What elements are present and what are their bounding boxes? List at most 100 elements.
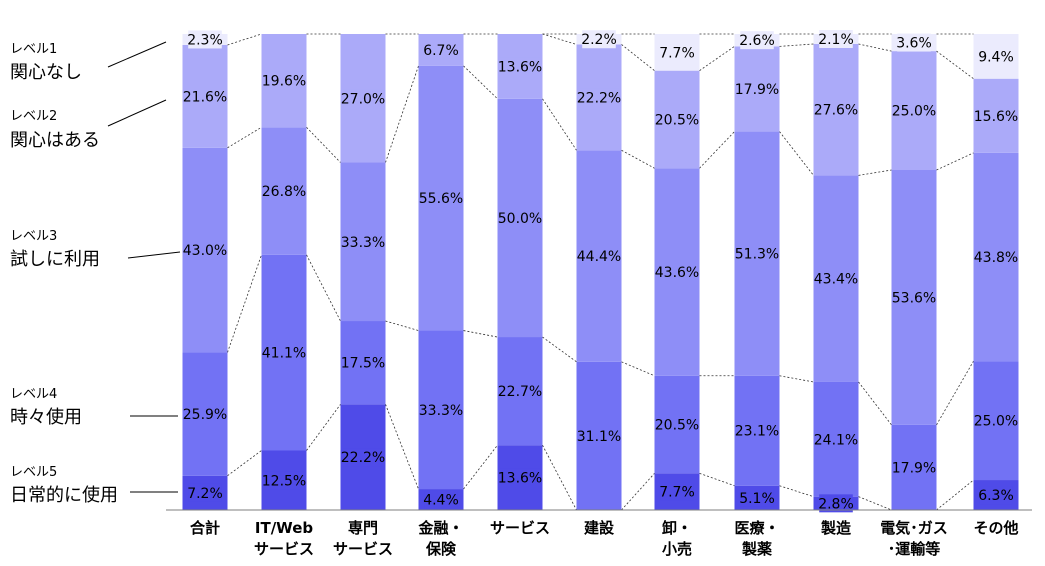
value-label-bg [499, 382, 541, 401]
connector-line [699, 131, 735, 169]
connector-lines [227, 33, 974, 511]
legend-level-number: レベル1 [10, 42, 57, 57]
connector-line [858, 381, 892, 426]
value-label: 17.9% [892, 460, 936, 476]
value-label-bg [342, 448, 384, 467]
connector-line [306, 254, 341, 322]
value-label: 33.3% [419, 403, 463, 419]
value-label-bg [188, 30, 222, 49]
value-label: 2.2% [581, 32, 617, 48]
category-label: サービス [254, 540, 314, 558]
value-label-bg [424, 490, 458, 509]
value-label-bg [578, 88, 620, 107]
value-label: 13.6% [498, 471, 542, 487]
value-label-bg [263, 471, 305, 490]
connector-line [936, 360, 974, 426]
value-label: 41.1% [262, 346, 306, 362]
value-label: 19.6% [262, 74, 306, 90]
connector-line [858, 43, 892, 52]
value-label-bg [499, 57, 541, 76]
category-label: その他 [973, 519, 1018, 537]
value-label: 33.3% [341, 235, 385, 251]
value-label-bg [736, 421, 778, 440]
connector-line [699, 46, 735, 71]
value-label: 44.4% [577, 249, 621, 265]
value-label: 2.1% [818, 32, 854, 48]
value-label: 51.3% [735, 247, 779, 263]
value-label: 22.2% [577, 90, 621, 106]
category-label: 医療・ [734, 519, 779, 537]
value-label-bg [897, 33, 931, 52]
value-label: 7.7% [659, 485, 695, 501]
connector-line [542, 445, 577, 511]
value-label-bg [740, 31, 774, 50]
connector-line [936, 50, 974, 80]
value-label-bg [819, 494, 853, 513]
legend-level-number: レベル5 [10, 465, 57, 480]
connector-line [858, 169, 892, 176]
value-label-bg [815, 430, 857, 449]
value-label: 5.1% [739, 491, 775, 507]
category-label: 金融・ [417, 519, 463, 537]
value-label-bg [578, 247, 620, 266]
connector-line [385, 320, 419, 331]
category-label: サービス [333, 540, 393, 558]
value-label-bg [893, 101, 935, 120]
connector-line [779, 485, 814, 498]
value-label-bg [815, 269, 857, 288]
value-label: 12.5% [262, 473, 306, 489]
value-label-bg [263, 182, 305, 201]
connector-line [463, 330, 498, 338]
value-label-bg [263, 343, 305, 362]
value-label-bg [893, 288, 935, 307]
value-label-bg [420, 400, 462, 419]
connector-line [936, 152, 974, 171]
value-label: 7.7% [659, 45, 695, 61]
category-label: 卸・ [662, 519, 692, 537]
connector-line [385, 65, 419, 163]
value-label: 22.2% [341, 450, 385, 466]
connector-line [621, 44, 655, 71]
legend-leader-line [127, 251, 181, 259]
value-label-bg [660, 482, 694, 501]
legend-leader-line [107, 41, 167, 68]
connector-line [542, 336, 577, 363]
value-label: 26.8% [262, 184, 306, 200]
legend-level-label: 時々使用 [10, 407, 82, 428]
value-label-bg [656, 110, 698, 129]
value-label-bg [979, 486, 1013, 505]
value-label-bg [975, 106, 1017, 125]
value-label-bg [420, 189, 462, 208]
category-label: IT/Web [255, 519, 313, 537]
category-label: 合計 [189, 519, 220, 537]
connector-line [621, 361, 655, 377]
value-label-bg [736, 79, 778, 98]
value-label-bg [184, 87, 226, 106]
value-label-bg [656, 415, 698, 434]
value-label-bg [582, 30, 616, 49]
category-label: サービス [490, 519, 550, 537]
connector-line [779, 131, 814, 176]
value-label: 6.7% [423, 43, 459, 59]
value-label-bg [424, 40, 458, 59]
value-labels: 7.2% 25.9% 43.0% 21.6% 2.3% 12.5% 41.1% 26.8% 19… [183, 29, 1018, 513]
value-label-bg [578, 426, 620, 445]
value-label-bg [263, 71, 305, 90]
connector-line [463, 444, 498, 490]
value-label: 20.5% [655, 112, 699, 128]
value-label-bg [819, 29, 853, 48]
value-label-bg [975, 248, 1017, 267]
value-label-bg [188, 483, 222, 502]
connector-line [306, 404, 341, 451]
value-label-bg [656, 263, 698, 281]
value-label-bg [740, 488, 774, 507]
connector-line [227, 126, 262, 149]
value-label: 24.1% [814, 432, 858, 448]
value-label: 20.5% [655, 418, 699, 434]
category-label: 製薬 [741, 540, 772, 558]
value-label: 25.0% [892, 104, 936, 120]
value-label-bg [499, 208, 541, 227]
value-label: 23.1% [735, 424, 779, 440]
